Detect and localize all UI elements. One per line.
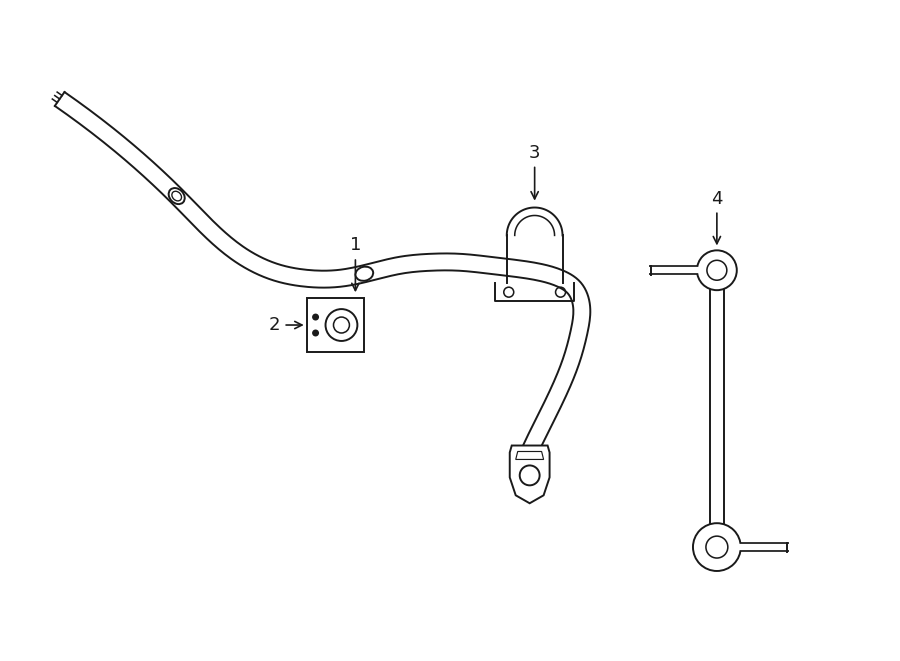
Text: 1: 1 [350, 237, 361, 291]
Circle shape [312, 313, 319, 321]
Ellipse shape [168, 188, 184, 204]
Circle shape [312, 329, 319, 336]
Polygon shape [509, 446, 550, 503]
Text: 4: 4 [711, 190, 723, 244]
Ellipse shape [356, 266, 373, 281]
Text: 2: 2 [269, 316, 302, 334]
Circle shape [697, 251, 737, 290]
FancyBboxPatch shape [307, 297, 365, 352]
Text: 3: 3 [529, 143, 540, 199]
Circle shape [326, 309, 357, 341]
Circle shape [693, 524, 741, 571]
